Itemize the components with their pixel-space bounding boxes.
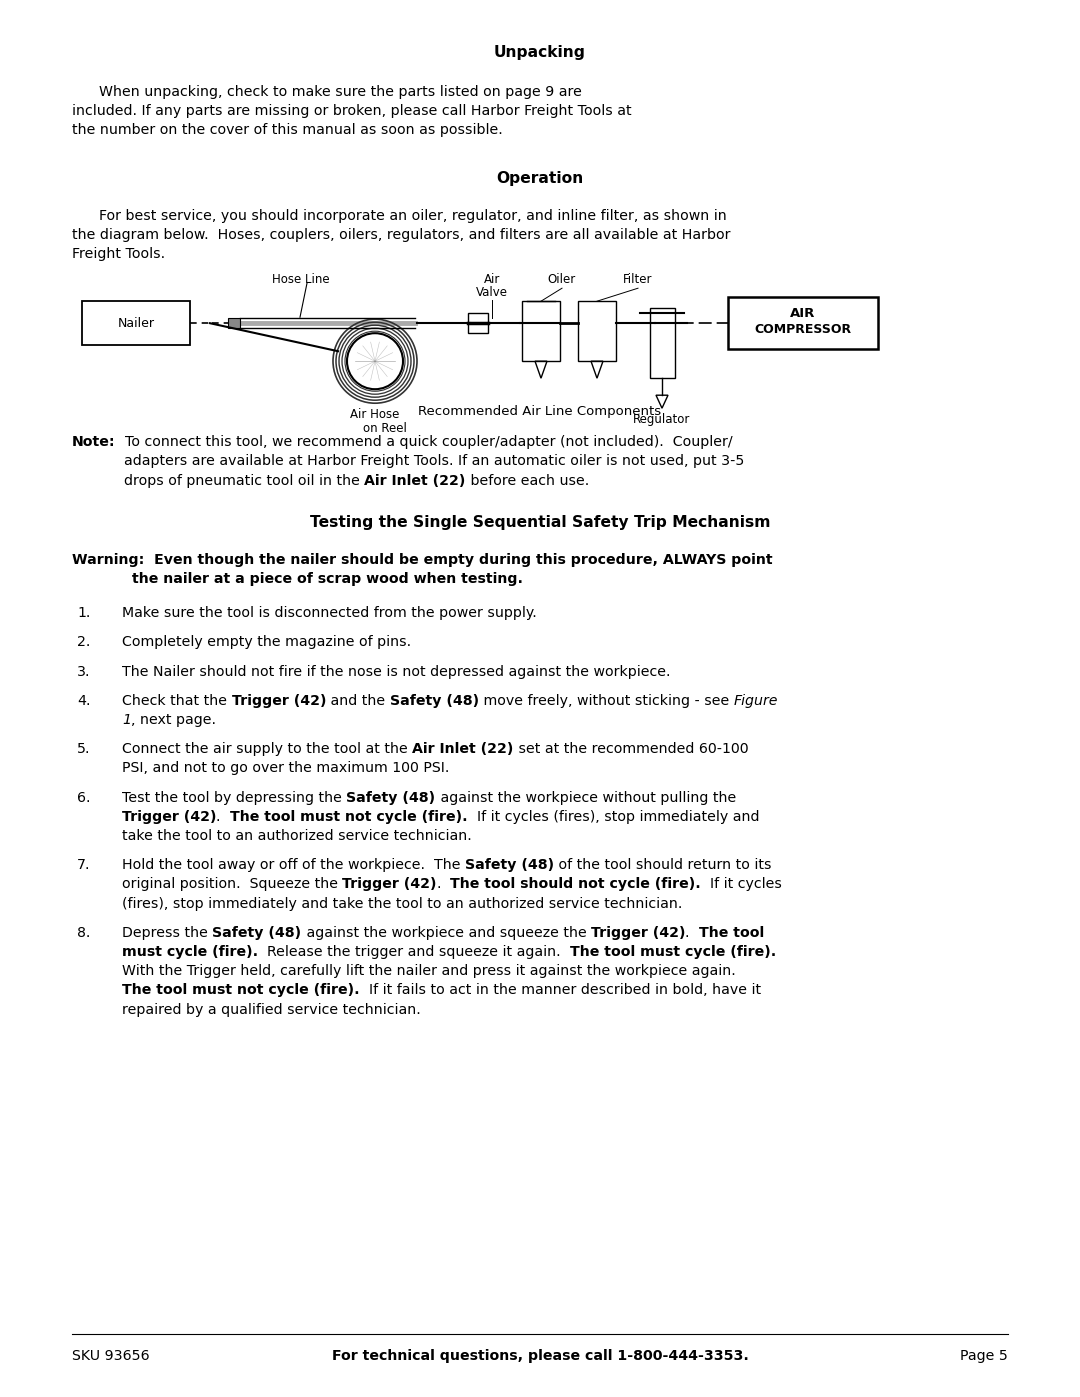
Text: Hose Line: Hose Line <box>272 274 329 286</box>
Text: take the tool to an authorized service technician.: take the tool to an authorized service t… <box>122 828 472 842</box>
Text: Release the trigger and squeeze it again.: Release the trigger and squeeze it again… <box>258 944 570 958</box>
Text: PSI, and not to go over the maximum 100 PSI.: PSI, and not to go over the maximum 100 … <box>122 761 449 775</box>
Text: When unpacking, check to make sure the parts listed on page 9 are: When unpacking, check to make sure the p… <box>72 85 582 99</box>
Text: Completely empty the magazine of pins.: Completely empty the magazine of pins. <box>122 636 411 650</box>
Text: move freely, without sticking - see: move freely, without sticking - see <box>478 694 733 708</box>
Text: of the tool should return to its: of the tool should return to its <box>554 858 771 872</box>
Text: Trigger (42): Trigger (42) <box>231 694 326 708</box>
Text: Air Inlet (22): Air Inlet (22) <box>364 474 465 488</box>
Bar <box>468 313 488 334</box>
Text: Air Hose: Air Hose <box>350 408 400 422</box>
Text: If it cycles: If it cycles <box>701 877 782 891</box>
Text: 1: 1 <box>122 712 131 726</box>
Text: Note:: Note: <box>72 436 116 450</box>
Text: Unpacking: Unpacking <box>494 45 586 60</box>
Text: and the: and the <box>326 694 390 708</box>
Text: Page 5: Page 5 <box>960 1350 1008 1363</box>
Text: The tool: The tool <box>699 926 764 940</box>
Text: Oiler: Oiler <box>548 274 576 286</box>
Text: AIR: AIR <box>791 307 815 320</box>
Text: against the workpiece without pulling the: against the workpiece without pulling th… <box>435 791 735 805</box>
Text: Trigger (42): Trigger (42) <box>342 877 437 891</box>
Bar <box>578 302 616 362</box>
Text: Operation: Operation <box>497 170 583 186</box>
Text: Filter: Filter <box>623 274 652 286</box>
Text: before each use.: before each use. <box>465 474 589 488</box>
Text: original position.  Squeeze the: original position. Squeeze the <box>122 877 342 891</box>
Text: Check that the: Check that the <box>122 694 231 708</box>
Text: .: . <box>216 810 230 824</box>
Text: Depress the: Depress the <box>122 926 213 940</box>
Text: If it cycles (fires), stop immediately and: If it cycles (fires), stop immediately a… <box>468 810 759 824</box>
Text: the diagram below.  Hoses, couplers, oilers, regulators, and filters are all ava: the diagram below. Hoses, couplers, oile… <box>72 228 730 242</box>
Text: If it fails to act in the manner described in bold, have it: If it fails to act in the manner describ… <box>360 983 760 997</box>
Text: against the workpiece and squeeze the: against the workpiece and squeeze the <box>301 926 591 940</box>
Text: Valve: Valve <box>476 286 508 299</box>
Text: the nailer at a piece of scrap wood when testing.: the nailer at a piece of scrap wood when… <box>132 571 523 585</box>
Text: 1.: 1. <box>77 606 91 620</box>
Text: The Nailer should not fire if the nose is not depressed against the workpiece.: The Nailer should not fire if the nose i… <box>122 665 671 679</box>
Text: repaired by a qualified service technician.: repaired by a qualified service technici… <box>122 1003 421 1017</box>
Text: drops of pneumatic tool oil in the: drops of pneumatic tool oil in the <box>124 474 364 488</box>
Bar <box>522 302 561 362</box>
Text: Nailer: Nailer <box>118 317 154 330</box>
Text: Freight Tools.: Freight Tools. <box>72 247 165 261</box>
Text: The tool should not cycle (fire).: The tool should not cycle (fire). <box>450 877 701 891</box>
Text: Safety (48): Safety (48) <box>213 926 301 940</box>
Text: on Reel: on Reel <box>363 422 407 436</box>
Circle shape <box>347 334 403 390</box>
Text: COMPRESSOR: COMPRESSOR <box>755 323 851 337</box>
Text: The tool must not cycle (fire).: The tool must not cycle (fire). <box>230 810 468 824</box>
Text: For technical questions, please call 1-800-444-3353.: For technical questions, please call 1-8… <box>332 1350 748 1363</box>
Text: Safety (48): Safety (48) <box>465 858 554 872</box>
Text: Recommended Air Line Components: Recommended Air Line Components <box>418 405 662 418</box>
Text: Regulator: Regulator <box>633 414 691 426</box>
Text: 4.: 4. <box>77 694 91 708</box>
Text: The tool must cycle (fire).: The tool must cycle (fire). <box>570 944 777 958</box>
Text: included. If any parts are missing or broken, please call Harbor Freight Tools a: included. If any parts are missing or br… <box>72 105 632 119</box>
Text: set at the recommended 60-100: set at the recommended 60-100 <box>514 742 748 756</box>
Text: (fires), stop immediately and take the tool to an authorized service technician.: (fires), stop immediately and take the t… <box>122 897 683 911</box>
Text: the number on the cover of this manual as soon as possible.: the number on the cover of this manual a… <box>72 123 503 137</box>
Text: 8.: 8. <box>77 926 91 940</box>
Text: Hold the tool away or off of the workpiece.  The: Hold the tool away or off of the workpie… <box>122 858 465 872</box>
Text: Safety (48): Safety (48) <box>390 694 478 708</box>
Text: Warning:  Even though the nailer should be empty during this procedure, ALWAYS p: Warning: Even though the nailer should b… <box>72 553 772 567</box>
Text: 3.: 3. <box>77 665 91 679</box>
Text: The tool must not cycle (fire).: The tool must not cycle (fire). <box>122 983 360 997</box>
Text: With the Trigger held, carefully lift the nailer and press it against the workpi: With the Trigger held, carefully lift th… <box>122 964 735 978</box>
Text: .: . <box>437 877 450 891</box>
Text: Air: Air <box>484 274 500 286</box>
Text: Trigger (42): Trigger (42) <box>122 810 216 824</box>
Text: For best service, you should incorporate an oiler, regulator, and inline filter,: For best service, you should incorporate… <box>72 208 727 222</box>
Text: .: . <box>685 926 699 940</box>
Bar <box>228 319 240 328</box>
Text: adapters are available at Harbor Freight Tools. If an automatic oiler is not use: adapters are available at Harbor Freight… <box>124 454 744 468</box>
Text: 7.: 7. <box>77 858 91 872</box>
Text: To connect this tool, we recommend a quick coupler/adapter (not included).  Coup: To connect this tool, we recommend a qui… <box>116 436 732 450</box>
Text: 2.: 2. <box>77 636 91 650</box>
Text: Make sure the tool is disconnected from the power supply.: Make sure the tool is disconnected from … <box>122 606 537 620</box>
Bar <box>728 298 878 349</box>
Text: 6.: 6. <box>77 791 91 805</box>
Text: , next page.: , next page. <box>131 712 216 726</box>
Bar <box>649 309 675 379</box>
Text: Connect the air supply to the tool at the: Connect the air supply to the tool at th… <box>122 742 413 756</box>
Text: Air Inlet (22): Air Inlet (22) <box>413 742 514 756</box>
Text: Safety (48): Safety (48) <box>347 791 435 805</box>
Bar <box>82 302 190 345</box>
Text: Testing the Single Sequential Safety Trip Mechanism: Testing the Single Sequential Safety Tri… <box>310 515 770 529</box>
Text: SKU 93656: SKU 93656 <box>72 1350 150 1363</box>
Text: Test the tool by depressing the: Test the tool by depressing the <box>122 791 347 805</box>
Text: Trigger (42): Trigger (42) <box>591 926 685 940</box>
Text: 5.: 5. <box>77 742 91 756</box>
Text: must cycle (fire).: must cycle (fire). <box>122 944 258 958</box>
Text: Figure: Figure <box>733 694 778 708</box>
